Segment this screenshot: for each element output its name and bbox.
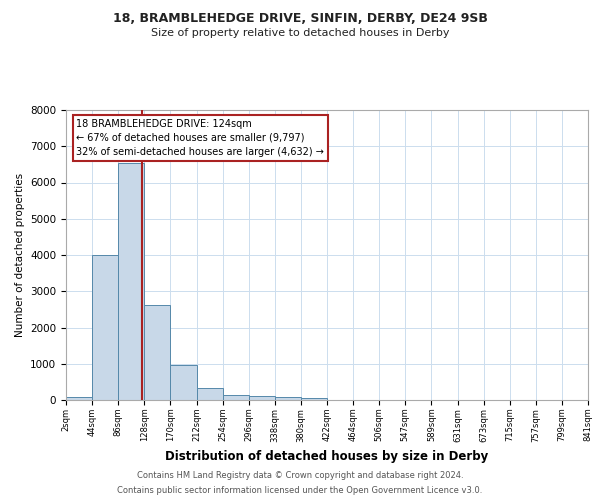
- Text: Contains HM Land Registry data © Crown copyright and database right 2024.: Contains HM Land Registry data © Crown c…: [137, 471, 463, 480]
- Bar: [275, 398, 301, 400]
- X-axis label: Distribution of detached houses by size in Derby: Distribution of detached houses by size …: [166, 450, 488, 463]
- Bar: [92, 255, 118, 400]
- Bar: [66, 397, 92, 400]
- Bar: [118, 162, 145, 400]
- Bar: [301, 398, 327, 400]
- Bar: [249, 396, 275, 400]
- Bar: [145, 305, 170, 400]
- Bar: [170, 365, 197, 400]
- Text: 18 BRAMBLEHEDGE DRIVE: 124sqm
← 67% of detached houses are smaller (9,797)
32% o: 18 BRAMBLEHEDGE DRIVE: 124sqm ← 67% of d…: [76, 118, 325, 156]
- Y-axis label: Number of detached properties: Number of detached properties: [14, 173, 25, 337]
- Bar: [197, 388, 223, 400]
- Text: 18, BRAMBLEHEDGE DRIVE, SINFIN, DERBY, DE24 9SB: 18, BRAMBLEHEDGE DRIVE, SINFIN, DERBY, D…: [113, 12, 487, 26]
- Bar: [223, 396, 249, 400]
- Text: Contains public sector information licensed under the Open Government Licence v3: Contains public sector information licen…: [118, 486, 482, 495]
- Text: Size of property relative to detached houses in Derby: Size of property relative to detached ho…: [151, 28, 449, 38]
